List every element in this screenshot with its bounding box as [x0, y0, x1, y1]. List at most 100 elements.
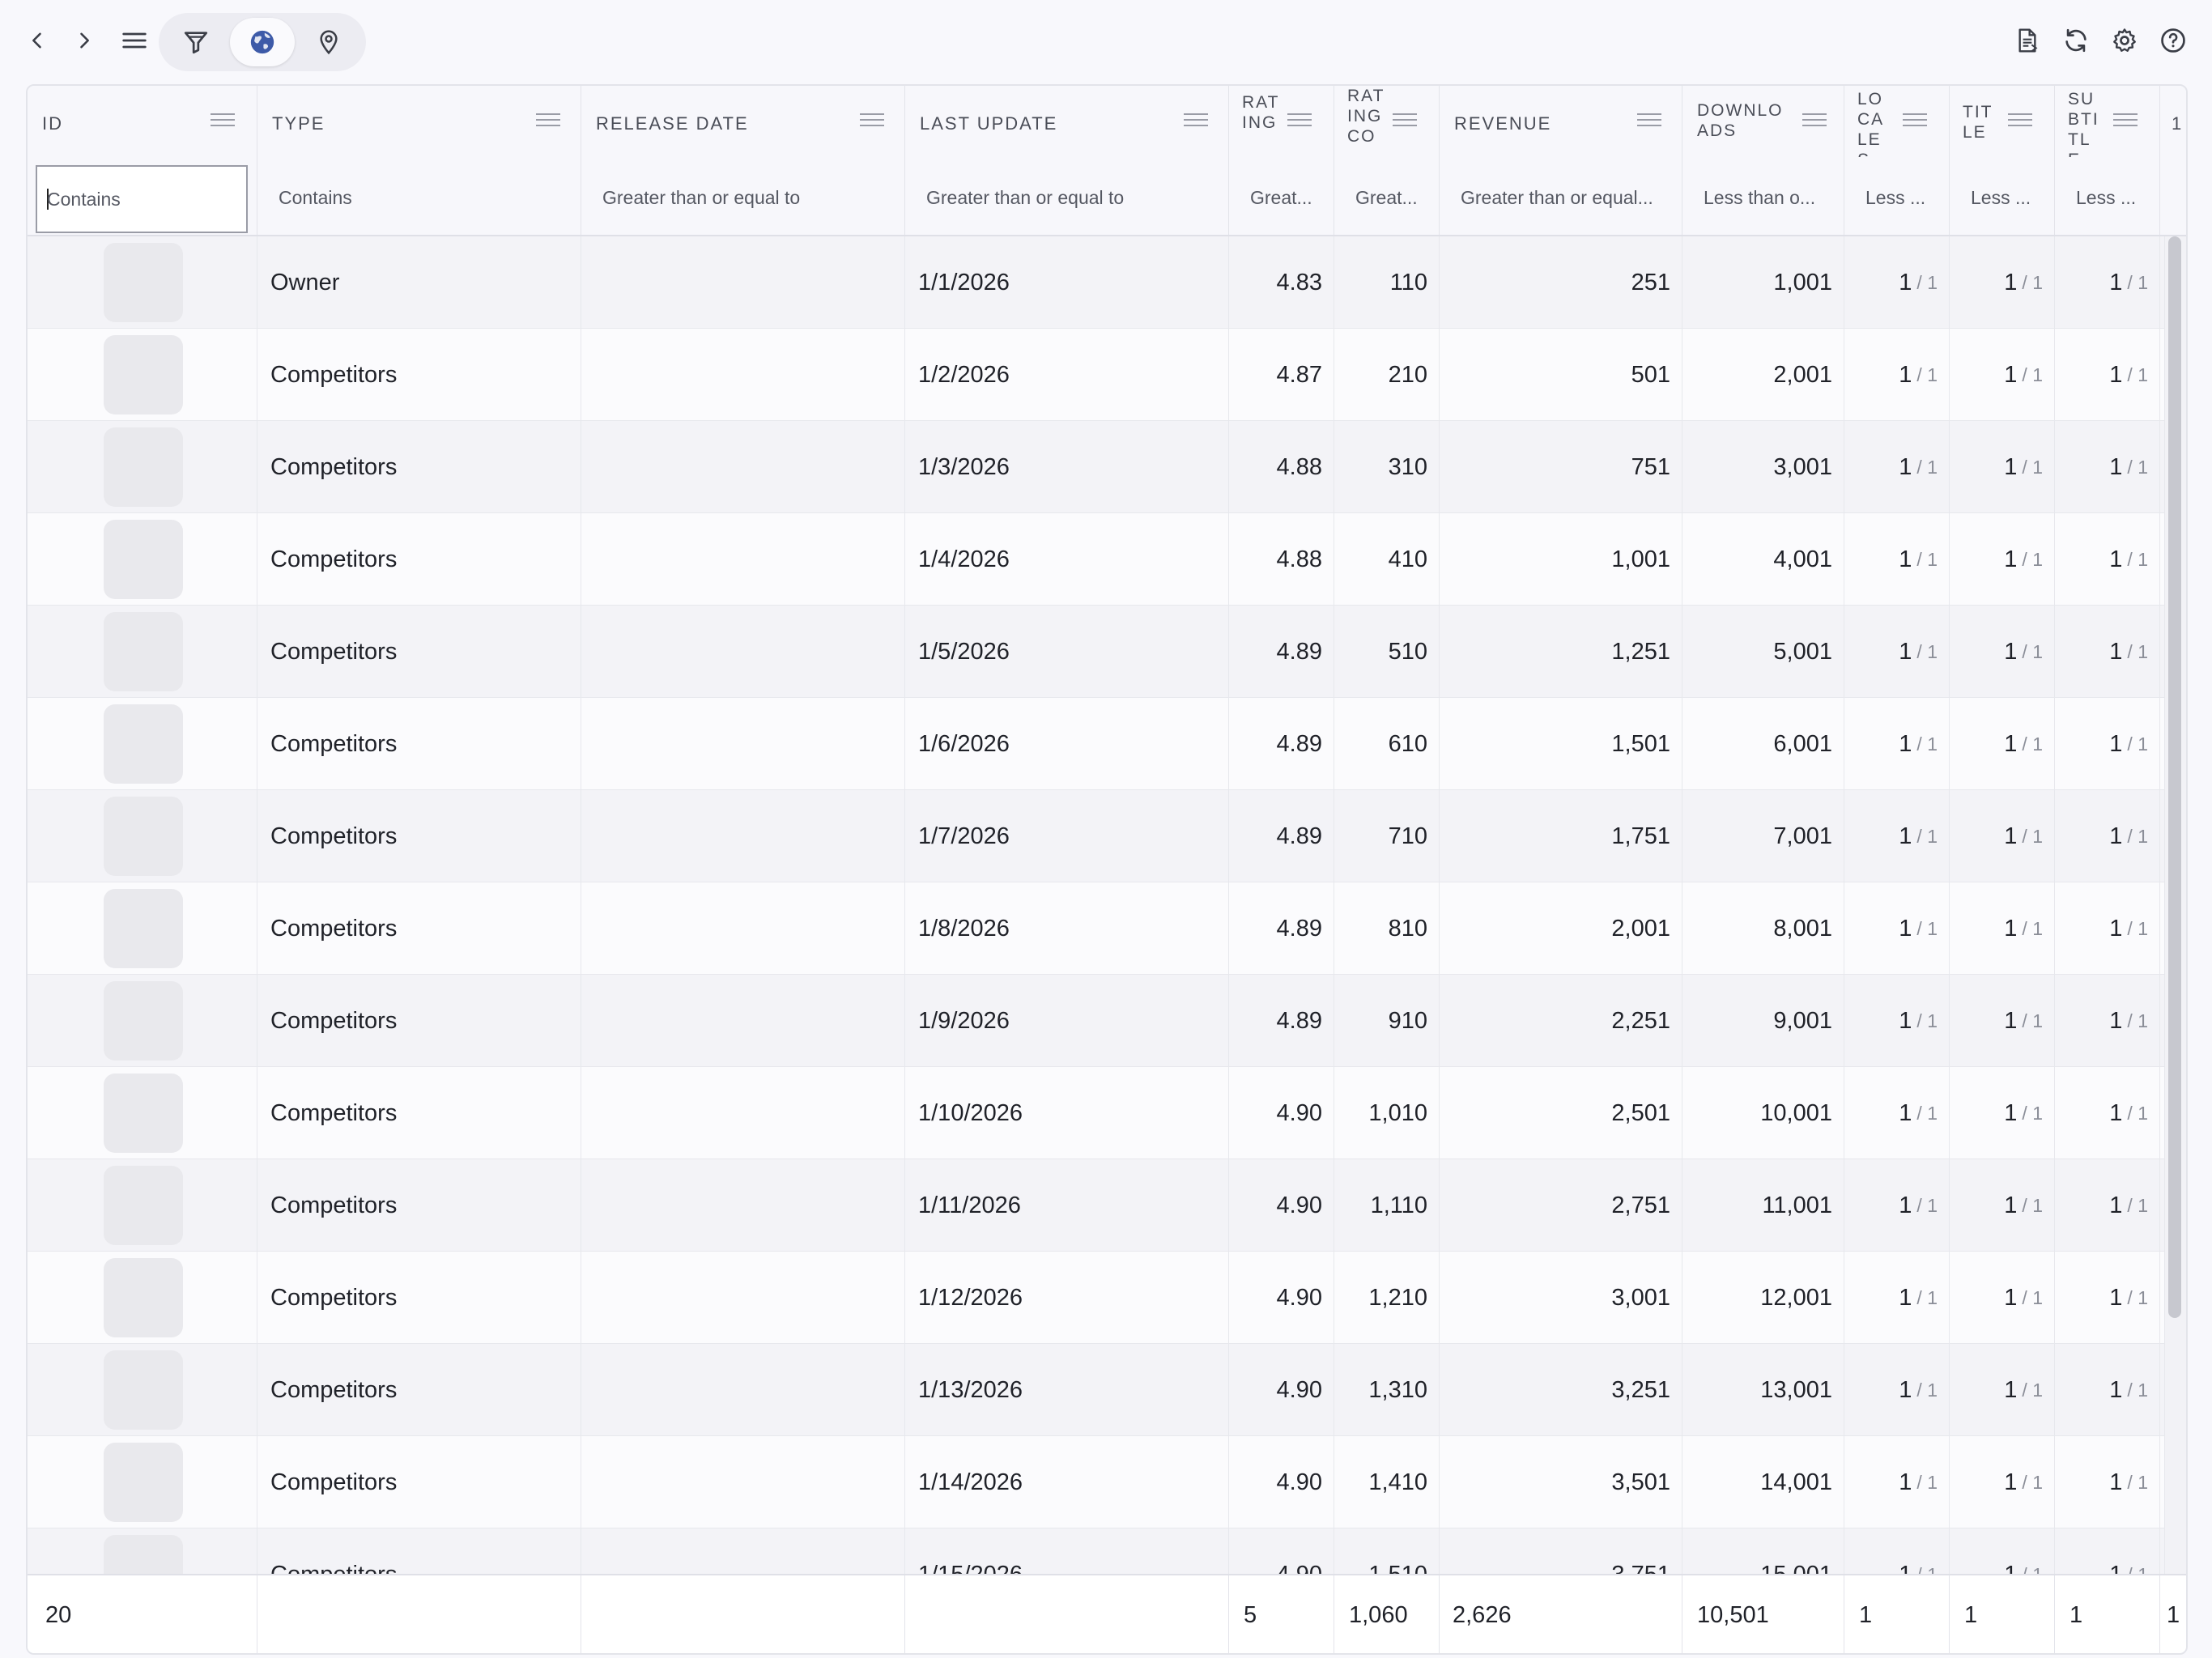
locales-cell[interactable]: 1/ 1 [1844, 975, 1950, 1067]
extra-cell[interactable] [2160, 329, 2165, 421]
column-header-subtitle[interactable]: SUBTITLE [2055, 86, 2160, 160]
release-date-cell[interactable] [581, 329, 905, 421]
locales-cell[interactable]: 1/ 1 [1844, 421, 1950, 513]
downloads-cell[interactable]: 10,001 [1682, 1067, 1844, 1159]
revenue-cell[interactable]: 3,001 [1440, 1252, 1682, 1344]
column-header-rating[interactable]: RATING [1229, 86, 1334, 160]
rating-cell[interactable]: 4.87 [1229, 329, 1334, 421]
release-date-cell[interactable] [581, 1344, 905, 1436]
id-cell[interactable] [28, 1252, 257, 1344]
subtitle-cell[interactable]: 1/ 1 [2055, 790, 2160, 882]
extra-cell[interactable] [2160, 236, 2165, 329]
extra-cell[interactable] [2160, 882, 2165, 975]
title-cell[interactable]: 1/ 1 [1950, 882, 2055, 975]
revenue-cell[interactable]: 2,001 [1440, 882, 1682, 975]
revenue-cell[interactable]: 501 [1440, 329, 1682, 421]
locales-cell[interactable]: 1/ 1 [1844, 1159, 1950, 1252]
table-row[interactable]: Competitors 1/10/2026 4.90 1,010 2,501 10,001… [28, 1067, 2165, 1159]
column-menu-icon[interactable] [1184, 113, 1208, 131]
extra-cell[interactable] [2160, 1252, 2165, 1344]
id-cell[interactable] [28, 329, 257, 421]
column-header-rating-count[interactable]: RATING CO [1334, 86, 1440, 160]
table-row[interactable]: Competitors 1/9/2026 4.89 910 2,251 9,001 1/ 1… [28, 975, 2165, 1067]
rating-count-cell[interactable]: 310 [1334, 421, 1440, 513]
extra-cell[interactable] [2160, 606, 2165, 698]
downloads-cell[interactable]: 6,001 [1682, 698, 1844, 790]
locales-cell[interactable]: 1/ 1 [1844, 513, 1950, 606]
table-row[interactable]: Owner 1/1/2026 4.83 110 251 1,001 1/ 1 1/ 1 1/ 1 [28, 236, 2165, 329]
column-header-last-update[interactable]: LAST UPDATE [905, 86, 1229, 160]
extra-cell[interactable] [2160, 1067, 2165, 1159]
filter-cell-rating-count[interactable]: Great... [1334, 160, 1440, 235]
filter-cell-locales[interactable]: Less ... [1844, 160, 1950, 235]
revenue-cell[interactable]: 1,251 [1440, 606, 1682, 698]
last-update-cell[interactable]: 1/4/2026 [905, 513, 1229, 606]
title-cell[interactable]: 1/ 1 [1950, 421, 2055, 513]
last-update-filter-input[interactable]: Greater than or equal to [926, 186, 1125, 208]
rating-count-cell[interactable]: 610 [1334, 698, 1440, 790]
title-cell[interactable]: 1/ 1 [1950, 329, 2055, 421]
locales-cell[interactable]: 1/ 1 [1844, 1436, 1950, 1528]
rating-cell[interactable]: 4.89 [1229, 790, 1334, 882]
title-cell[interactable]: 1/ 1 [1950, 698, 2055, 790]
locales-cell[interactable]: 1/ 1 [1844, 1344, 1950, 1436]
type-cell[interactable]: Competitors [257, 698, 581, 790]
column-menu-icon[interactable] [536, 113, 560, 131]
release-date-filter-input[interactable]: Greater than or equal to [602, 186, 801, 208]
rating-count-cell[interactable]: 110 [1334, 236, 1440, 329]
rating-cell[interactable]: 4.89 [1229, 698, 1334, 790]
subtitle-cell[interactable]: 1/ 1 [2055, 1436, 2160, 1528]
rating-cell[interactable]: 4.83 [1229, 236, 1334, 329]
column-header-revenue[interactable]: REVENUE [1440, 86, 1682, 160]
revenue-cell[interactable]: 1,001 [1440, 513, 1682, 606]
extra-cell[interactable] [2160, 1159, 2165, 1252]
last-update-cell[interactable]: 1/14/2026 [905, 1436, 1229, 1528]
last-update-cell[interactable]: 1/10/2026 [905, 1067, 1229, 1159]
rating-cell[interactable]: 4.90 [1229, 1344, 1334, 1436]
rating-count-cell[interactable]: 1,110 [1334, 1159, 1440, 1252]
release-date-cell[interactable] [581, 1067, 905, 1159]
release-date-cell[interactable] [581, 1436, 905, 1528]
downloads-cell[interactable]: 5,001 [1682, 606, 1844, 698]
revenue-filter-input[interactable]: Greater than or equal... [1461, 186, 1653, 208]
last-update-cell[interactable]: 1/5/2026 [905, 606, 1229, 698]
downloads-cell[interactable]: 3,001 [1682, 421, 1844, 513]
title-cell[interactable]: 1/ 1 [1950, 513, 2055, 606]
type-cell[interactable]: Competitors [257, 1436, 581, 1528]
subtitle-filter-input[interactable]: Less ... [2076, 186, 2137, 208]
column-header-extra[interactable]: 1 [2160, 86, 2186, 160]
table-row[interactable]: Competitors 1/3/2026 4.88 310 751 3,001 1/ 1 1/… [28, 421, 2165, 513]
column-menu-icon[interactable] [211, 113, 235, 131]
last-update-cell[interactable]: 1/6/2026 [905, 698, 1229, 790]
table-row[interactable]: Competitors 1/7/2026 4.89 710 1,751 7,001 1/ 1… [28, 790, 2165, 882]
release-date-cell[interactable] [581, 1252, 905, 1344]
rating-count-filter-input[interactable]: Great... [1355, 186, 1418, 208]
last-update-cell[interactable]: 1/8/2026 [905, 882, 1229, 975]
rating-count-cell[interactable]: 810 [1334, 882, 1440, 975]
last-update-cell[interactable]: 1/3/2026 [905, 421, 1229, 513]
downloads-cell[interactable]: 1,001 [1682, 236, 1844, 329]
title-filter-input[interactable]: Less ... [1971, 186, 2031, 208]
downloads-cell[interactable]: 2,001 [1682, 329, 1844, 421]
hamburger-menu-icon[interactable] [110, 16, 159, 65]
extra-cell[interactable] [2160, 421, 2165, 513]
title-cell[interactable]: 1/ 1 [1950, 1252, 2055, 1344]
rating-count-cell[interactable]: 210 [1334, 329, 1440, 421]
subtitle-cell[interactable]: 1/ 1 [2055, 1067, 2160, 1159]
filter-cell-subtitle[interactable]: Less ... [2055, 160, 2160, 235]
release-date-cell[interactable] [581, 513, 905, 606]
subtitle-cell[interactable]: 1/ 1 [2055, 698, 2160, 790]
revenue-cell[interactable]: 3,501 [1440, 1436, 1682, 1528]
subtitle-cell[interactable]: 1/ 1 [2055, 1252, 2160, 1344]
map-pin-icon[interactable] [296, 18, 361, 66]
filter-cell-last-update[interactable]: Greater than or equal to [905, 160, 1229, 235]
id-cell[interactable] [28, 236, 257, 329]
column-header-locales[interactable]: LOCALES [1844, 86, 1950, 160]
id-cell[interactable] [28, 421, 257, 513]
rating-cell[interactable]: 4.90 [1229, 1436, 1334, 1528]
column-header-id[interactable]: ID [28, 86, 257, 160]
revenue-cell[interactable]: 1,501 [1440, 698, 1682, 790]
rating-cell[interactable]: 4.89 [1229, 606, 1334, 698]
revenue-cell[interactable]: 1,751 [1440, 790, 1682, 882]
type-cell[interactable]: Owner [257, 236, 581, 329]
